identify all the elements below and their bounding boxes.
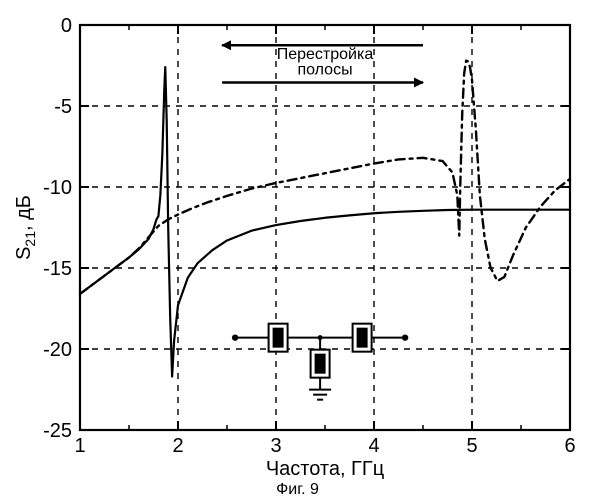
y-tick-label: 0 xyxy=(61,15,72,37)
figure-caption: Фиг. 9 xyxy=(276,481,319,498)
y-tick-label: -25 xyxy=(43,420,72,442)
y-tick-label: -20 xyxy=(43,339,72,361)
x-tick-label: 6 xyxy=(564,435,575,457)
x-tick-label: 4 xyxy=(368,435,379,457)
y-tick-label: -10 xyxy=(43,177,72,199)
x-tick-label: 3 xyxy=(270,435,281,457)
x-tick-label: 5 xyxy=(466,435,477,457)
chart-container: Перестройкаполосы1234560-5-10-15-20-25Ча… xyxy=(0,0,595,500)
y-tick-label: -5 xyxy=(54,96,72,118)
x-tick-label: 1 xyxy=(74,435,85,457)
x-tick-label: 2 xyxy=(172,435,183,457)
y-tick-label: -15 xyxy=(43,258,72,280)
x-axis-label: Частота, ГГц xyxy=(266,458,384,480)
y-axis-label: S21, дБ xyxy=(13,195,38,260)
annotation-line2: полосы xyxy=(297,61,352,78)
